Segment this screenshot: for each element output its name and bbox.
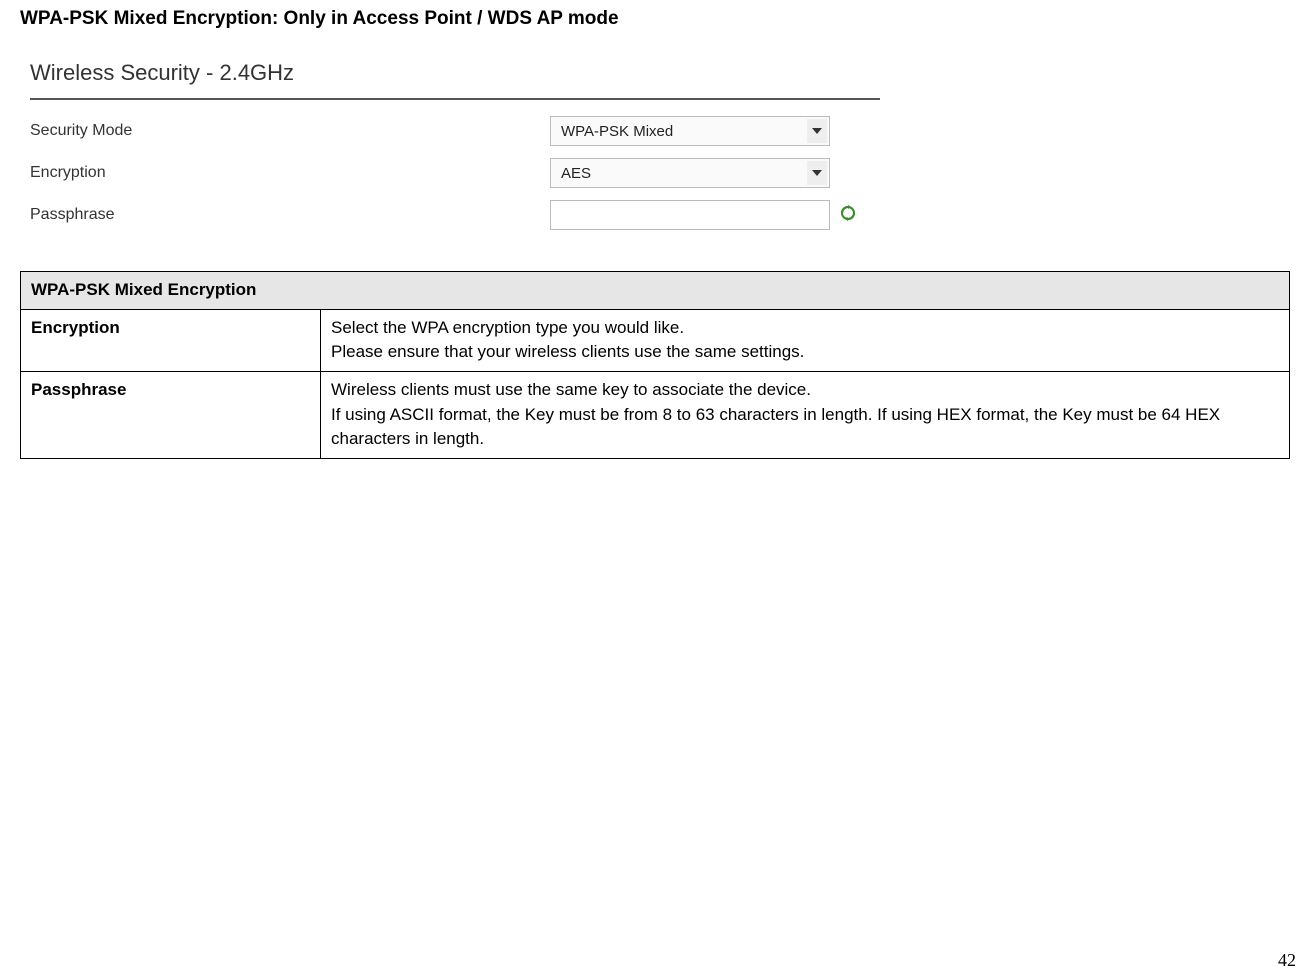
dropdown-security-mode-value: WPA-PSK Mixed (561, 123, 673, 140)
label-passphrase: Passphrase (30, 206, 550, 224)
dropdown-security-mode[interactable]: WPA-PSK Mixed (550, 116, 830, 146)
page-title: WPA-PSK Mixed Encryption: Only in Access… (20, 8, 1294, 30)
table-key: Passphrase (21, 371, 321, 458)
dropdown-encryption-value: AES (561, 165, 591, 182)
refresh-icon[interactable] (840, 205, 856, 226)
dropdown-encryption[interactable]: AES (550, 158, 830, 188)
row-encryption: Encryption AES (30, 152, 1294, 194)
wireless-security-form: Wireless Security - 2.4GHz Security Mode… (30, 60, 1294, 236)
chevron-down-icon (807, 161, 827, 185)
section-heading: Wireless Security - 2.4GHz (30, 60, 1294, 90)
table-line: Wireless clients must use the same key t… (331, 380, 811, 399)
row-security-mode: Security Mode WPA-PSK Mixed (30, 110, 1294, 152)
page-number: 42 (1278, 950, 1296, 971)
chevron-down-icon (807, 119, 827, 143)
table-line: Please ensure that your wireless clients… (331, 342, 804, 361)
table-row: Passphrase Wireless clients must use the… (21, 371, 1290, 458)
input-passphrase[interactable] (550, 200, 830, 230)
row-passphrase: Passphrase (30, 194, 1294, 236)
table-line: If using ASCII format, the Key must be f… (331, 405, 1220, 449)
table-key: Encryption (21, 309, 321, 371)
table-value: Wireless clients must use the same key t… (321, 371, 1290, 458)
table-value: Select the WPA encryption type you would… (321, 309, 1290, 371)
table-line: Select the WPA encryption type you would… (331, 318, 684, 337)
description-table: WPA-PSK Mixed Encryption Encryption Sele… (20, 271, 1290, 459)
table-header: WPA-PSK Mixed Encryption (21, 272, 1290, 310)
table-header-row: WPA-PSK Mixed Encryption (21, 272, 1290, 310)
label-encryption: Encryption (30, 164, 550, 182)
label-security-mode: Security Mode (30, 122, 550, 140)
table-row: Encryption Select the WPA encryption typ… (21, 309, 1290, 371)
section-divider (30, 98, 880, 100)
